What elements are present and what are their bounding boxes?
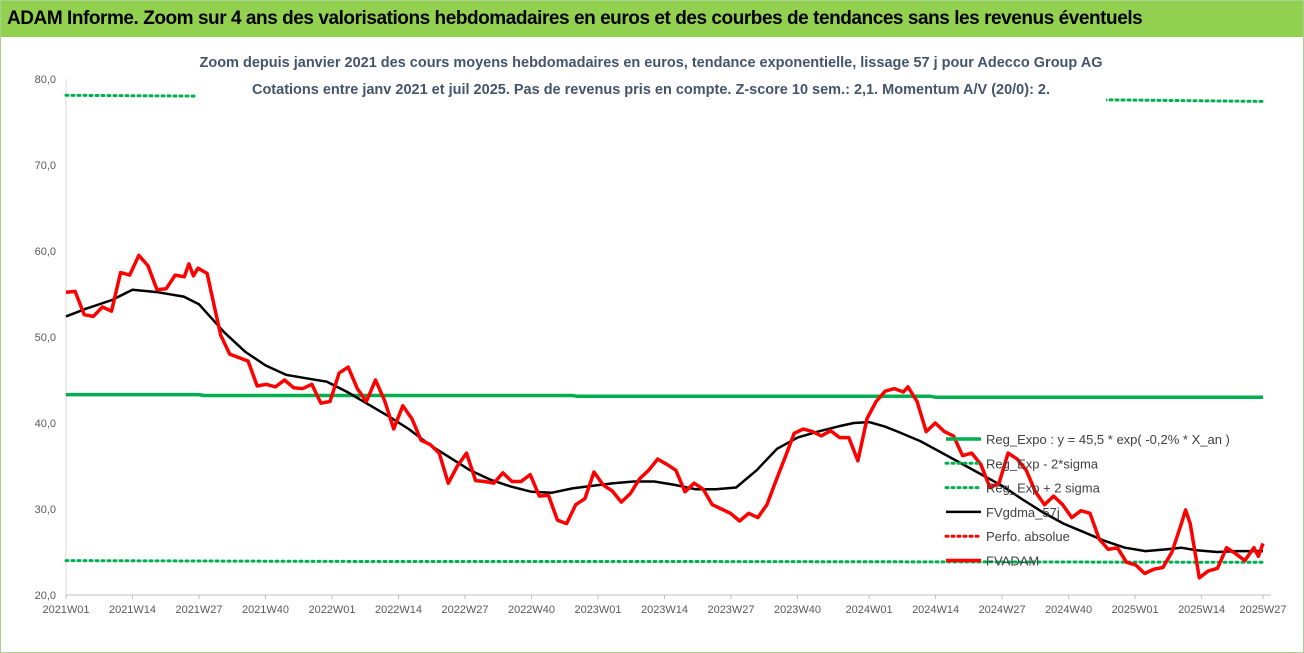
y-tick-label: 40,0 bbox=[35, 418, 56, 430]
series-layer bbox=[64, 93, 1265, 580]
x-tick-label: 2022W40 bbox=[508, 604, 555, 616]
x-tick-label: 2023W01 bbox=[574, 604, 621, 616]
title-banner: ADAM Informe. Zoom sur 4 ans des valoris… bbox=[1, 1, 1303, 37]
legend: Reg_Expo : y = 45,5 * exp( -0,2% * X_an … bbox=[944, 432, 1230, 569]
chart-subtitle: Cotations entre janv 2021 et juil 2025. … bbox=[252, 82, 1050, 98]
legend-label: Reg_Exp + 2 sigma bbox=[986, 481, 1101, 496]
x-tick-label: 2025W14 bbox=[1178, 604, 1225, 616]
y-tick-label: 80,0 bbox=[35, 74, 56, 86]
x-tick-label: 2021W40 bbox=[242, 604, 289, 616]
y-tick-label: 60,0 bbox=[35, 246, 56, 258]
y-axis: 20,0 30,0 40,0 50,0 60,0 70,0 80,0 bbox=[35, 74, 67, 602]
x-tick-label: 2021W01 bbox=[42, 604, 89, 616]
y-tick-label: 30,0 bbox=[35, 504, 56, 516]
y-tick-label: 20,0 bbox=[35, 590, 56, 602]
x-tick-label: 2022W27 bbox=[441, 604, 488, 616]
x-axis: 2021W01 2021W14 2021W27 2021W40 2022W01 2022W… bbox=[42, 594, 1287, 616]
x-tick-label: 2024W27 bbox=[979, 604, 1026, 616]
legend-label: Reg_Expo : y = 45,5 * exp( -0,2% * X_an … bbox=[986, 432, 1230, 447]
x-tick-label: 2023W14 bbox=[641, 604, 688, 616]
x-tick-label: 2021W14 bbox=[109, 604, 156, 616]
legend-label: FVADAM bbox=[986, 554, 1039, 569]
series-line-dotted-green bbox=[64, 559, 1265, 564]
x-tick-label: 2021W27 bbox=[175, 604, 222, 616]
title-backdrop bbox=[196, 45, 1106, 103]
legend-label: FVgdma_57j bbox=[986, 505, 1060, 520]
y-tick-label: 70,0 bbox=[35, 160, 56, 172]
page-title: ADAM Informe. Zoom sur 4 ans des valoris… bbox=[7, 8, 1143, 29]
series-line-solid-green bbox=[66, 392, 1263, 399]
x-tick-label: 2022W14 bbox=[375, 604, 422, 616]
x-tick-label: 2024W01 bbox=[846, 604, 893, 616]
x-tick-label: 2025W01 bbox=[1112, 604, 1159, 616]
legend-label: Perfo. absolue bbox=[986, 529, 1070, 544]
x-tick-label: 2024W14 bbox=[912, 604, 959, 616]
x-tick-label: 2022W01 bbox=[308, 604, 355, 616]
series-line-solid-red bbox=[65, 253, 1265, 580]
x-tick-label: 2025W27 bbox=[1239, 604, 1286, 616]
legend-label: Reg_Exp - 2*sigma bbox=[986, 456, 1099, 471]
series-line-solid-black bbox=[65, 288, 1263, 554]
y-tick-label: 50,0 bbox=[35, 332, 56, 344]
chart-title: Zoom depuis janvier 2021 des cours moyen… bbox=[199, 55, 1102, 71]
line-chart: 20,030,040,050,060,070,080,0 2021W01 2021… bbox=[35, 45, 1287, 616]
x-tick-label: 2024W40 bbox=[1045, 604, 1092, 616]
x-tick-label: 2023W27 bbox=[707, 604, 754, 616]
x-tick-label: 2023W40 bbox=[774, 604, 821, 616]
